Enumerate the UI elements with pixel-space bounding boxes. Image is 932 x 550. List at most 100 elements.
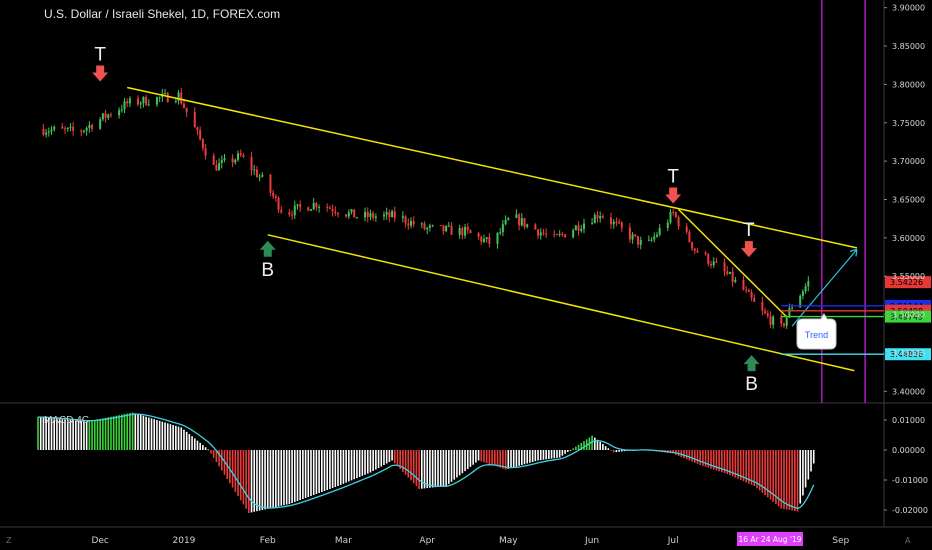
macd-histogram-bar [407,450,410,478]
macd-histogram-bar [569,450,572,451]
macd-histogram-bar [521,450,523,465]
macd-histogram-bar [693,450,696,463]
candle-body [128,98,131,104]
level-price-tag [885,310,931,323]
macd-histogram-bar [291,450,293,503]
candle-body [199,130,202,140]
candle-body [126,101,129,104]
macd-histogram-bar [618,450,620,452]
candle-body [523,218,526,227]
macd-histogram-bar [477,450,480,461]
macd-tick-label: -0.01000 [892,476,928,485]
candle-body [142,96,145,104]
macd-histogram-bar [726,450,729,474]
macd-histogram-bar [753,450,756,486]
candle-body [107,114,110,118]
macd-histogram-bar [796,450,799,512]
candle-body [499,232,502,234]
macd-histogram-bar [504,450,507,470]
candle-body [293,205,296,216]
macd-histogram-bar [769,450,772,500]
macd-histogram-bar [691,450,693,462]
macd-histogram-bar [791,450,793,511]
macd-histogram-bar [431,450,434,488]
candle-body [728,271,731,274]
candle-body [518,214,521,226]
macd-histogram-bar [812,450,815,464]
candle-body [145,96,148,105]
macd-histogram-bar [199,442,201,450]
macd-histogram-bar [283,450,285,506]
x-tick-label: Jul [667,536,679,546]
macd-histogram-bar [396,450,399,467]
macd-histogram-bar [99,418,101,450]
trend-line [127,86,858,249]
candle-body [307,207,310,211]
macd-histogram-bar [153,419,156,450]
candle-body [164,92,167,94]
macd-histogram-bar [364,450,366,475]
macd-histogram-bar [804,450,807,488]
macd-histogram-bar [61,419,64,450]
macd-histogram-bar [512,450,515,468]
macd-histogram-bar [377,450,380,468]
macd-histogram-bar [191,436,193,450]
macd-histogram-bar [493,450,496,466]
macd-histogram-bar [426,450,429,489]
macd-histogram-bar [480,450,483,462]
macd-histogram-bar [161,421,164,450]
trend-callout[interactable]: Trend [796,313,837,350]
macd-histogram-bar [393,450,396,464]
macd-histogram-bar [123,414,126,450]
candle-body [804,286,807,292]
candle-body [639,239,642,245]
candle-body [458,227,461,235]
macd-histogram-bar [120,414,123,450]
macd-histogram-bar [553,450,556,459]
macd-histogram-bar [758,450,761,491]
macd-histogram-bar [558,450,561,458]
candle-body [572,230,575,238]
zoom-icon[interactable]: Z [6,536,12,545]
candle-body [420,223,423,225]
candle-body [82,130,85,132]
candle-body [147,104,150,106]
macd-histogram-bar [380,450,383,467]
candle-body [50,129,53,132]
candle-body [785,317,788,326]
candle-body [677,217,680,227]
x-tick-label: Dec [91,536,108,546]
candle-body [612,221,615,225]
macd-histogram-bar [734,450,737,478]
candle-body [526,224,529,227]
price-tick-label: 3.90000 [892,4,925,13]
macd-histogram-bar [326,450,329,490]
macd-histogram-bar [88,420,91,450]
candle-body [461,227,464,236]
macd-histogram-bar [348,450,350,482]
candle-body [350,209,353,213]
macd-histogram-bar [415,450,418,487]
macd-histogram-bar [242,450,245,505]
candle-body [610,217,613,225]
macd-histogram-bar [334,450,337,487]
candle-body [231,158,234,163]
price-tick-label: 3.40000 [892,387,925,396]
macd-histogram-bar [261,450,264,510]
macd-histogram-bar [315,450,318,494]
price-tick-label: 3.45000 [892,349,925,358]
axes: 3.90000 3.85000 3.80000 3.75000 3.70000 3.650… [91,4,925,546]
candle-body [485,237,488,239]
candle-body [137,98,140,105]
macd-histogram-bar [285,450,288,505]
auto-scale-icon[interactable]: A [905,536,911,545]
macd-histogram-bar [542,450,545,460]
macd-histogram-bar [361,450,364,476]
candle-body [477,233,480,237]
x-tick-label: Sep [832,536,849,546]
candle-body [331,208,334,212]
candle-body [693,248,696,251]
macd-histogram-bar [602,444,604,450]
macd-tick-label: 0.00000 [892,446,925,455]
